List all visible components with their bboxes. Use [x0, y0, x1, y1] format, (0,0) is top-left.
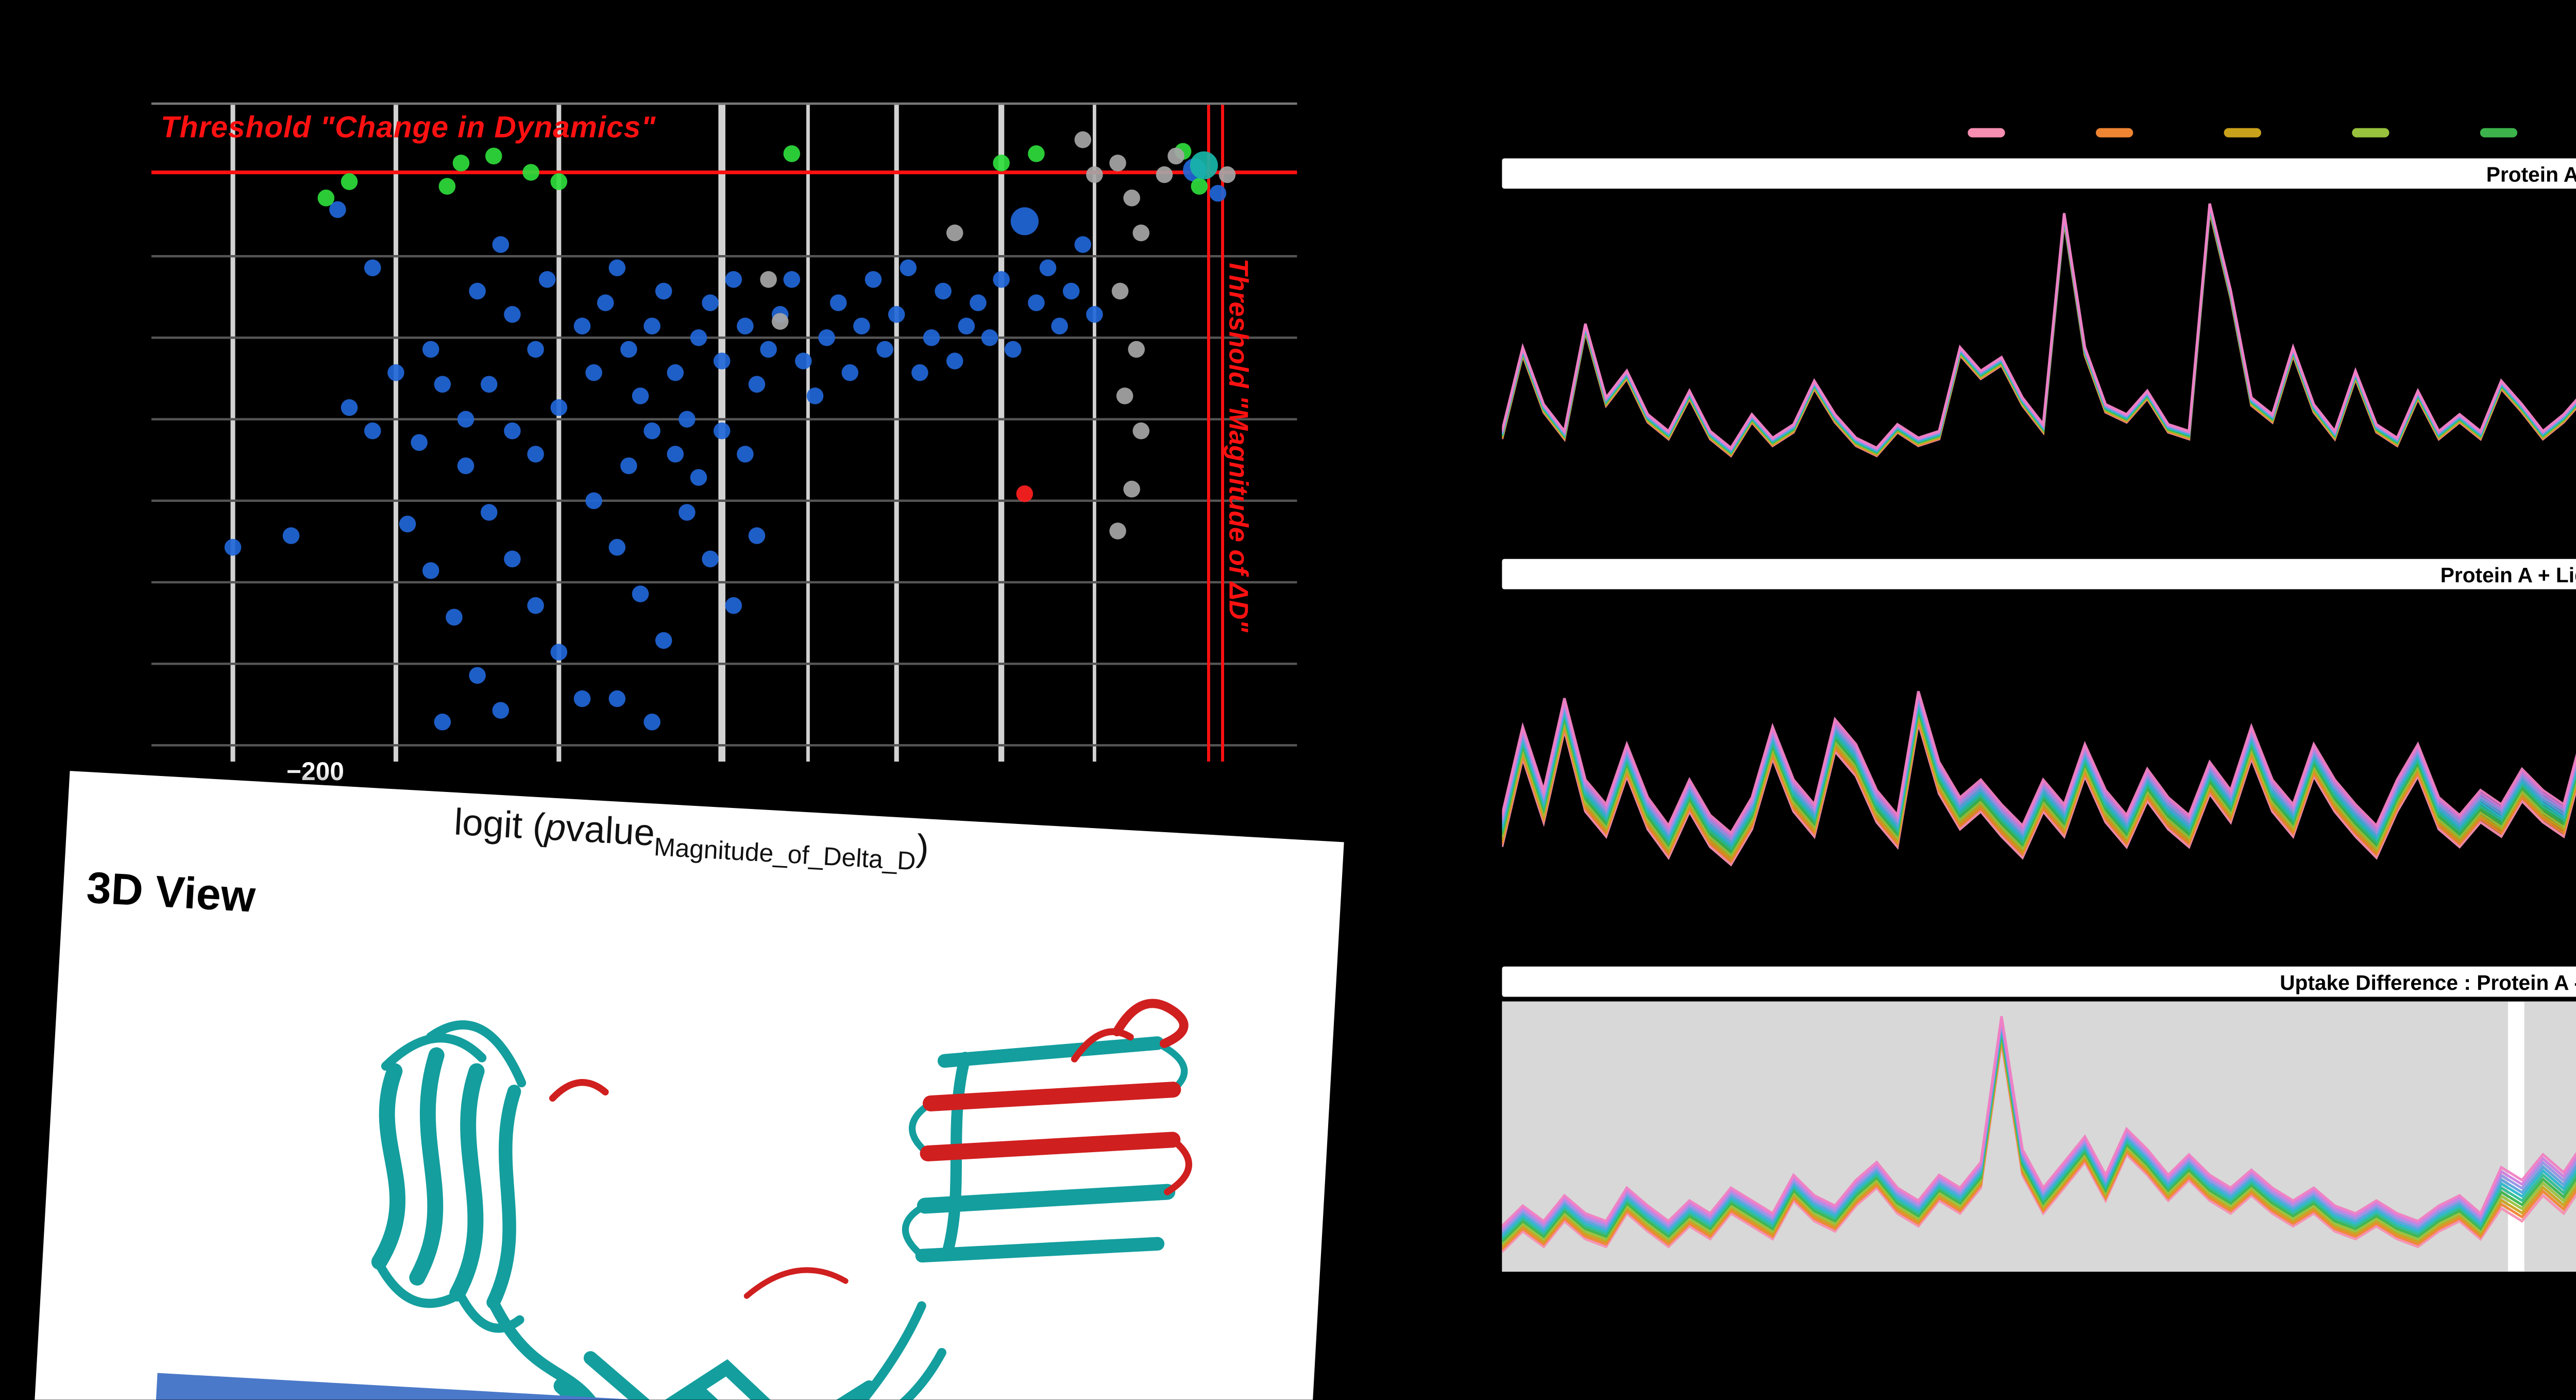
panel-title-strip: Uptake Difference : Protein A - (Protein… [1502, 966, 2576, 997]
panel-title-strip: Protein A [1502, 158, 2576, 189]
3d-view-title: 3D View [85, 865, 257, 924]
protein-ribbon-red [549, 999, 1193, 1299]
uptake-difference-chart[interactable] [1502, 1001, 2576, 1272]
legend-item[interactable] [1968, 128, 2005, 138]
panel-title: Protein A [2486, 162, 2576, 185]
axis-label-p: p [544, 809, 567, 850]
legend-item[interactable] [2096, 128, 2133, 138]
legend-item[interactable] [2224, 128, 2261, 138]
threshold-magnitude-label: Threshold "Magnitude of ΔD" [1223, 258, 1251, 632]
axis-label-value: value [564, 810, 656, 855]
axis-label-prefix: logit ( [453, 804, 547, 849]
axis-label-subscript: Magnitude_of_Delta_D [653, 834, 917, 877]
volcano-x-axis-label: logit (pvalueMagnitude_of_Delta_D) [452, 804, 930, 878]
panel-title: Uptake Difference : Protein A - (Protein… [2280, 970, 2576, 993]
panel-title-strip: Protein A + Ligand [1502, 559, 2576, 589]
uptake-panel-protein-a: Protein A [1502, 158, 2576, 543]
uptake-chart-protein-a[interactable] [1502, 193, 2576, 543]
uptake-chart-protein-a-ligand[interactable] [1502, 594, 2576, 962]
protein-ribbon-teal [371, 1020, 1188, 1400]
panel-title: Protein A + Ligand [2440, 562, 2576, 586]
chart-background-band [2524, 1001, 2576, 1272]
uptake-difference-panel: Uptake Difference : Protein A - (Protein… [1502, 966, 2576, 1272]
legend-item[interactable] [2480, 128, 2518, 138]
axis-label-suffix: ) [915, 830, 930, 870]
3d-view-panel[interactable]: logit (pvalueMagnitude_of_Delta_D) 3D Vi… [31, 771, 1344, 1400]
volcano-plot[interactable]: Threshold "Change in Dynamics" Threshold… [151, 102, 1297, 762]
legend-item[interactable] [2352, 128, 2389, 138]
timepoint-legend[interactable] [1968, 128, 2576, 138]
threshold-dynamics-label: Threshold "Change in Dynamics" [160, 109, 656, 145]
protein-structure[interactable] [212, 921, 1243, 1400]
volcano-scatter-canvas[interactable] [151, 105, 1297, 762]
volcano-x-tick-label: −200 [286, 759, 344, 787]
uptake-panel-protein-a-ligand: Protein A + Ligand [1502, 559, 2576, 962]
